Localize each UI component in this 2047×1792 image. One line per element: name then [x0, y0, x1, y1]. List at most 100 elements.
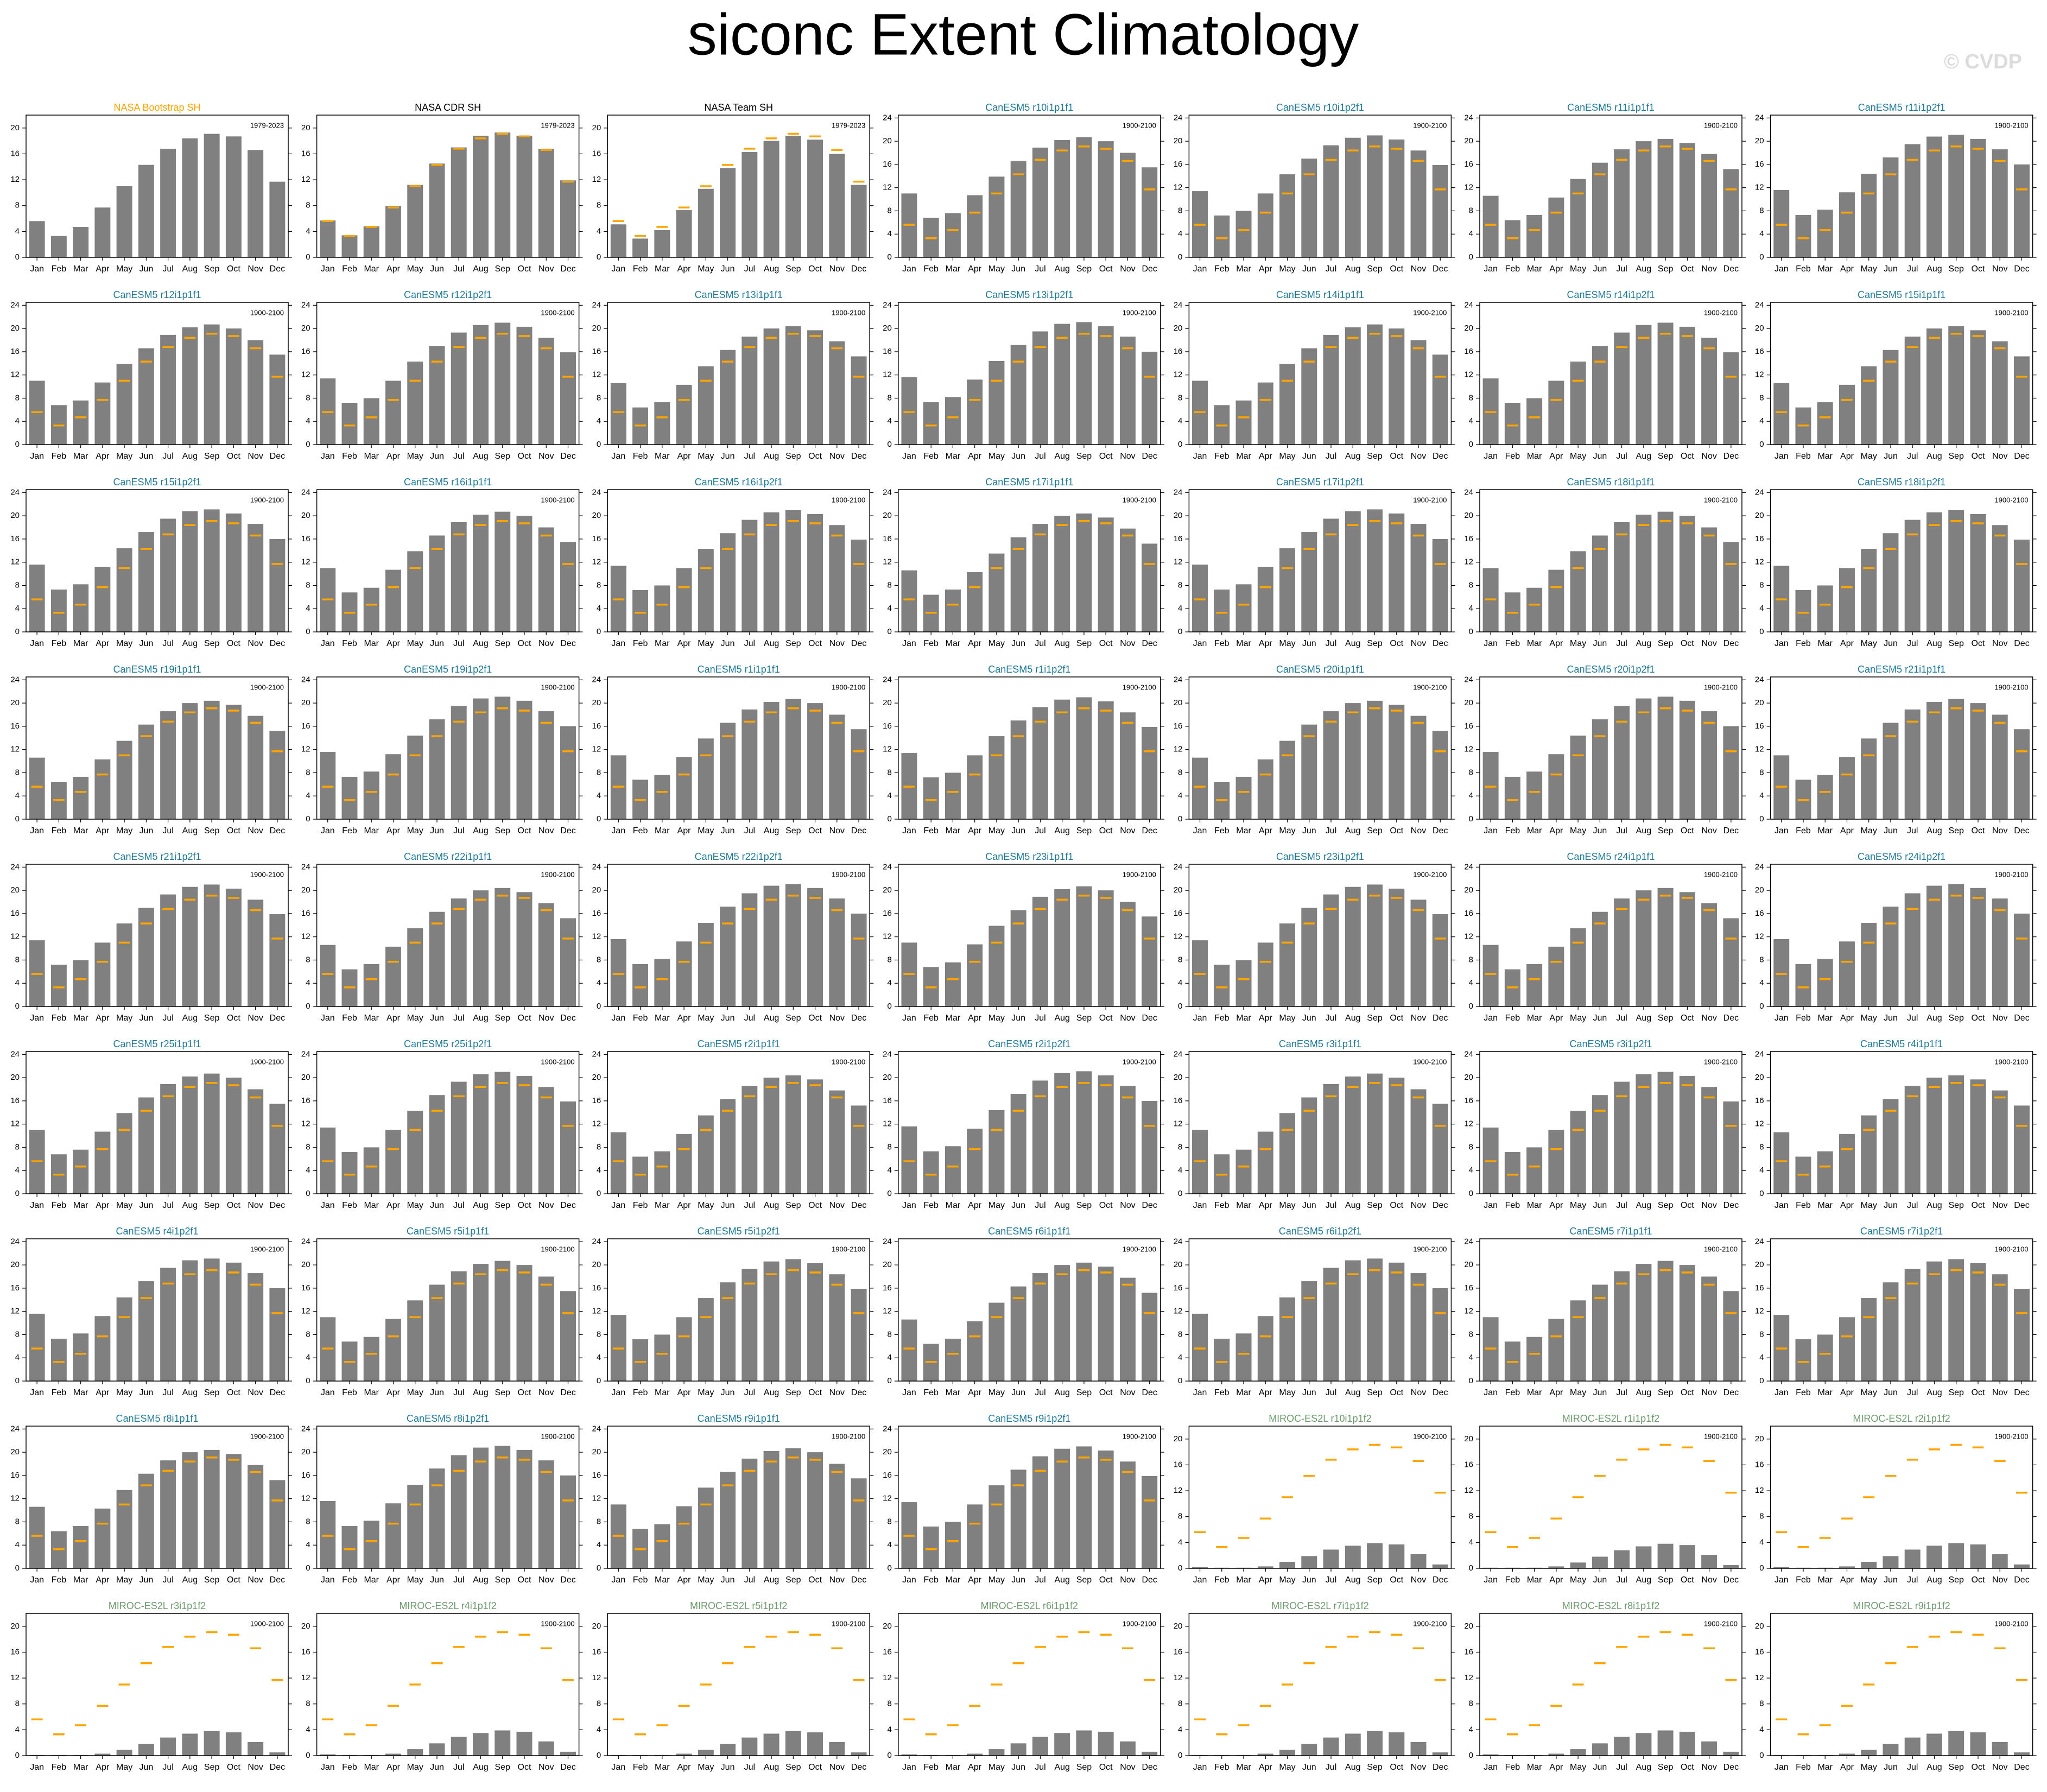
- y-tick-label: 4: [597, 1725, 601, 1734]
- y-tick-label: 24: [883, 487, 892, 497]
- x-tick-label: Feb: [923, 1388, 939, 1397]
- bar: [1076, 886, 1092, 1006]
- x-tick-label: Jul: [453, 1388, 464, 1397]
- panel-subtitle: 1900-2100: [541, 870, 574, 878]
- bar: [1883, 350, 1899, 445]
- bar: [1098, 1267, 1114, 1381]
- x-tick-label: Feb: [923, 452, 939, 461]
- y-tick-label: 12: [10, 1673, 20, 1682]
- bar: [1723, 1565, 1739, 1568]
- y-tick-label: 16: [1755, 1647, 1764, 1656]
- y-tick-label: 12: [301, 1307, 310, 1316]
- y-tick-label: 16: [592, 1283, 601, 1293]
- x-tick-label: Jun: [139, 264, 153, 274]
- x-tick-label: Jul: [744, 1575, 755, 1585]
- bar: [1098, 1075, 1114, 1194]
- y-tick-label: 16: [301, 1471, 310, 1480]
- bar: [610, 1132, 626, 1194]
- bar: [1992, 149, 2008, 257]
- x-tick-label: Jun: [430, 1763, 444, 1772]
- x-tick-label: Dec: [1142, 264, 1157, 274]
- panel-subtitle: 1900-2100: [1413, 496, 1447, 504]
- bar: [785, 1448, 801, 1568]
- x-tick-label: Dec: [270, 639, 285, 648]
- bar: [269, 181, 286, 257]
- x-tick-label: Mar: [946, 1388, 961, 1397]
- bar: [785, 884, 801, 1006]
- x-tick-label: Jul: [1907, 826, 1918, 835]
- bar: [1367, 884, 1383, 1006]
- panel: MIROC-ES2L r5i1p1f21900-2100048121620Jan…: [592, 1600, 874, 1772]
- y-tick-label: 12: [883, 370, 892, 379]
- x-tick-label: Sep: [495, 1388, 510, 1397]
- bar: [1076, 697, 1092, 819]
- plot-frame: [898, 489, 1161, 632]
- bar: [341, 1152, 358, 1194]
- y-tick-label: 24: [1755, 487, 1764, 497]
- x-tick-label: Aug: [1926, 1388, 1942, 1397]
- x-tick-label: Jun: [139, 1575, 153, 1585]
- x-tick-label: Jan: [321, 1388, 335, 1397]
- x-tick-label: Mar: [946, 1014, 961, 1023]
- x-tick-label: May: [407, 1014, 423, 1023]
- x-tick-label: Oct: [518, 1763, 531, 1772]
- x-tick-label: Mar: [73, 452, 88, 461]
- y-tick-label: 8: [1469, 1329, 1473, 1339]
- bar: [1192, 1313, 1208, 1381]
- x-tick-label: Mar: [1527, 826, 1542, 835]
- x-tick-label: Jun: [430, 1014, 444, 1023]
- bar: [742, 709, 758, 819]
- bar: [363, 1337, 379, 1381]
- bar: [407, 928, 423, 1006]
- panel-subtitle: 1900-2100: [541, 1058, 574, 1066]
- y-tick-label: 4: [1759, 604, 1764, 613]
- plot-frame: [607, 676, 870, 820]
- y-tick-label: 4: [1178, 791, 1182, 800]
- y-tick-label: 20: [1755, 1073, 1764, 1082]
- x-tick-label: Feb: [1214, 1014, 1230, 1023]
- panel: MIROC-ES2L r4i1p1f21900-2100048121620Jan…: [301, 1600, 583, 1772]
- bar: [720, 350, 736, 445]
- x-tick-label: Mar: [1527, 1575, 1542, 1585]
- bar: [385, 754, 401, 819]
- bar: [1504, 776, 1520, 819]
- x-tick-label: Apr: [1840, 1014, 1854, 1023]
- bar: [1432, 914, 1448, 1006]
- y-tick-label: 12: [1174, 1307, 1183, 1316]
- y-tick-label: 8: [1178, 1142, 1182, 1151]
- x-tick-label: Mar: [364, 1388, 379, 1397]
- y-tick-label: 0: [15, 627, 20, 636]
- y-tick-label: 0: [597, 814, 601, 824]
- y-tick-label: 12: [301, 175, 310, 184]
- y-tick-label: 8: [306, 1517, 310, 1526]
- y-tick-label: 16: [1755, 534, 1764, 543]
- x-tick-label: Feb: [1796, 264, 1811, 274]
- x-tick-label: Jul: [1035, 1201, 1045, 1210]
- x-tick-label: Feb: [1505, 1763, 1520, 1772]
- y-tick-label: 20: [883, 511, 892, 520]
- y-tick-label: 24: [883, 862, 892, 871]
- bar: [472, 1074, 489, 1194]
- bar: [29, 221, 45, 257]
- bar: [1410, 1742, 1427, 1756]
- y-tick-label: 16: [883, 534, 892, 543]
- x-tick-label: Jan: [1193, 1763, 1207, 1772]
- bar: [676, 384, 692, 445]
- bar: [320, 945, 336, 1006]
- x-tick-label: Apr: [386, 639, 401, 648]
- y-tick-label: 16: [883, 160, 892, 169]
- bar: [829, 898, 845, 1006]
- y-tick-label: 16: [1174, 1283, 1183, 1293]
- x-tick-label: Jan: [1193, 639, 1207, 648]
- y-tick-label: 12: [592, 1673, 601, 1682]
- plot-frame: [1188, 115, 1452, 258]
- bar: [923, 1527, 939, 1568]
- panel-subtitle: 1900-2100: [1704, 1619, 1738, 1628]
- y-tick-label: 0: [306, 1189, 310, 1198]
- bar: [1614, 706, 1630, 819]
- x-tick-label: Jul: [1616, 826, 1627, 835]
- panel-title: CanESM5 r4i1p2f1: [116, 1226, 198, 1237]
- x-tick-label: Sep: [495, 1575, 510, 1585]
- x-tick-label: Jun: [430, 1388, 444, 1397]
- plot-frame: [1479, 1613, 1742, 1756]
